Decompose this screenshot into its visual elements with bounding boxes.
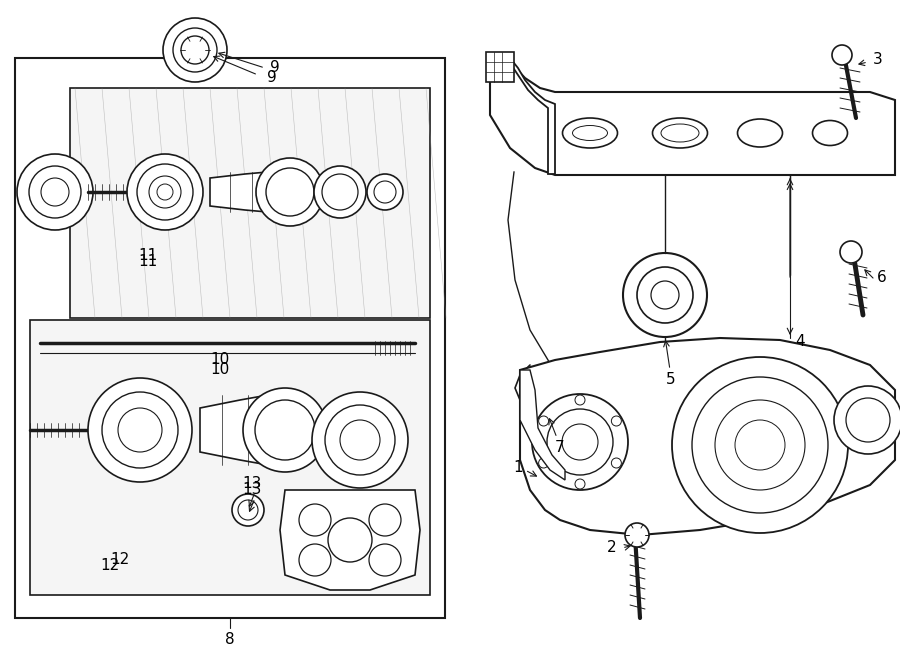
Text: 9: 9 bbox=[267, 71, 277, 85]
Text: 11: 11 bbox=[139, 247, 158, 262]
Circle shape bbox=[834, 386, 900, 454]
Circle shape bbox=[243, 388, 327, 472]
Polygon shape bbox=[210, 170, 315, 214]
Circle shape bbox=[163, 18, 227, 82]
Circle shape bbox=[672, 357, 848, 533]
Text: 13: 13 bbox=[242, 477, 262, 492]
Circle shape bbox=[575, 479, 585, 489]
Polygon shape bbox=[520, 370, 565, 480]
Circle shape bbox=[232, 494, 264, 526]
Circle shape bbox=[532, 394, 628, 490]
Text: 12: 12 bbox=[111, 553, 130, 568]
Text: 5: 5 bbox=[666, 373, 676, 387]
Text: 1: 1 bbox=[513, 461, 523, 475]
Polygon shape bbox=[30, 320, 430, 595]
Circle shape bbox=[369, 504, 401, 536]
Text: 8: 8 bbox=[225, 633, 235, 648]
Circle shape bbox=[575, 395, 585, 405]
Circle shape bbox=[367, 174, 403, 210]
Circle shape bbox=[17, 154, 93, 230]
Text: 6: 6 bbox=[878, 270, 886, 286]
Circle shape bbox=[299, 504, 331, 536]
Text: 13: 13 bbox=[242, 483, 262, 498]
Polygon shape bbox=[280, 490, 420, 590]
Circle shape bbox=[328, 518, 372, 562]
Text: 2: 2 bbox=[608, 541, 616, 555]
Circle shape bbox=[256, 158, 324, 226]
Text: 7: 7 bbox=[555, 440, 565, 455]
Polygon shape bbox=[70, 88, 430, 318]
Circle shape bbox=[314, 166, 366, 218]
Circle shape bbox=[832, 45, 852, 65]
Text: 12: 12 bbox=[101, 557, 120, 572]
Text: 10: 10 bbox=[211, 352, 230, 368]
Ellipse shape bbox=[562, 118, 617, 148]
Circle shape bbox=[625, 523, 649, 547]
Circle shape bbox=[299, 544, 331, 576]
Circle shape bbox=[623, 253, 707, 337]
Text: 11: 11 bbox=[139, 254, 158, 270]
Circle shape bbox=[840, 241, 862, 263]
Text: 4: 4 bbox=[796, 334, 805, 350]
Ellipse shape bbox=[652, 118, 707, 148]
Circle shape bbox=[611, 458, 621, 468]
Text: 10: 10 bbox=[211, 362, 230, 377]
Bar bbox=[15, 58, 445, 618]
Circle shape bbox=[369, 544, 401, 576]
Ellipse shape bbox=[813, 120, 848, 145]
Circle shape bbox=[88, 378, 192, 482]
Circle shape bbox=[538, 416, 549, 426]
Circle shape bbox=[538, 458, 549, 468]
Circle shape bbox=[611, 416, 621, 426]
Ellipse shape bbox=[737, 119, 782, 147]
Bar bbox=[486, 52, 514, 82]
Text: 3: 3 bbox=[873, 52, 883, 67]
Polygon shape bbox=[490, 62, 895, 175]
Text: 9: 9 bbox=[270, 61, 280, 75]
Circle shape bbox=[127, 154, 203, 230]
Polygon shape bbox=[490, 58, 555, 174]
Polygon shape bbox=[520, 338, 895, 535]
Polygon shape bbox=[200, 392, 310, 468]
Circle shape bbox=[312, 392, 408, 488]
